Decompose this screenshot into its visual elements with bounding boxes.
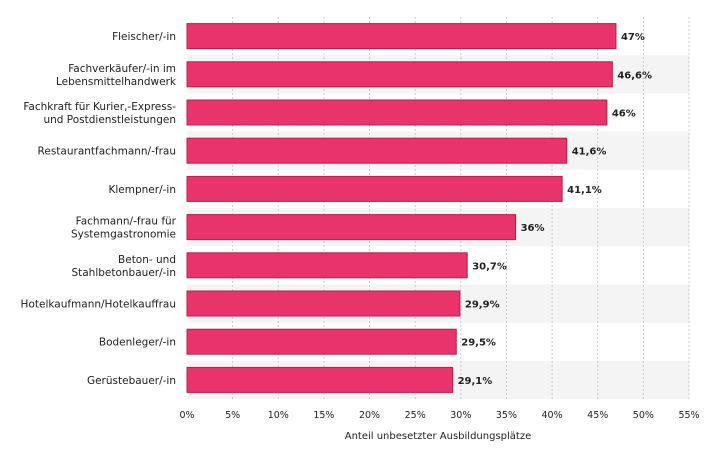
x-tick-label: 55% bbox=[678, 410, 699, 421]
value-label: 29,1% bbox=[458, 376, 493, 387]
value-label: 36% bbox=[521, 223, 545, 234]
category-label: Restaurantfachmann/-frau bbox=[38, 146, 176, 158]
x-tick-label: 5% bbox=[225, 410, 240, 421]
category-label: Gerüstebauer/-in bbox=[87, 375, 176, 387]
bar bbox=[186, 252, 468, 279]
value-label: 29,9% bbox=[465, 300, 500, 311]
category-label: Fachverkäufer/-in im bbox=[68, 63, 176, 75]
value-label: 29,5% bbox=[461, 338, 496, 349]
x-tick-label: 45% bbox=[587, 410, 608, 421]
x-tick-label: 20% bbox=[359, 410, 380, 421]
bar bbox=[186, 290, 461, 317]
value-labels: 47% 46,6% 46% 41,6% 41,1% 36% 30,7% 29,9% 29,5% 2… bbox=[458, 32, 652, 387]
value-label: 41,6% bbox=[572, 147, 607, 158]
category-label: Fachkraft für Kurier,-Express- bbox=[23, 101, 176, 113]
category-label: Fleischer/-in bbox=[112, 31, 176, 43]
bar bbox=[186, 61, 613, 88]
value-label: 47% bbox=[621, 32, 645, 43]
bars bbox=[186, 23, 617, 393]
category-label: Hotelkaufmann/Hotelkauffrau bbox=[21, 299, 176, 311]
x-tick-label: 0% bbox=[179, 410, 194, 421]
bar bbox=[186, 175, 563, 202]
category-label: Systemgastronomie bbox=[71, 229, 176, 241]
x-tick-label: 40% bbox=[542, 410, 563, 421]
x-axis-ticks: 0% 5% 10% 15% 20% 25% 30% 35% 40% 45% 50% 55% bbox=[179, 410, 699, 421]
category-label: Fachmann/-frau für bbox=[76, 216, 177, 228]
bar bbox=[186, 99, 608, 126]
bar bbox=[186, 23, 617, 50]
category-label: Stahlbetonbauer/-in bbox=[71, 267, 176, 279]
bar bbox=[186, 137, 568, 164]
category-label: Bodenleger/-in bbox=[99, 337, 176, 349]
value-label: 46% bbox=[612, 109, 636, 120]
bar bbox=[186, 214, 517, 241]
x-tick-label: 25% bbox=[405, 410, 426, 421]
x-tick-label: 35% bbox=[496, 410, 517, 421]
category-label: Beton- und bbox=[118, 254, 176, 266]
category-labels: Fleischer/-in Fachverkäufer/-in imLebensm… bbox=[21, 31, 177, 387]
value-label: 41,1% bbox=[567, 185, 602, 196]
x-axis-title: Anteil unbesetzter Ausbildungsplätze bbox=[345, 431, 532, 442]
bar bbox=[186, 328, 457, 355]
x-tick-label: 15% bbox=[313, 410, 334, 421]
value-label: 46,6% bbox=[617, 70, 652, 81]
x-tick-label: 10% bbox=[268, 410, 289, 421]
x-tick-label: 30% bbox=[450, 410, 471, 421]
x-tick-label: 50% bbox=[633, 410, 654, 421]
bar bbox=[186, 366, 454, 393]
value-label: 30,7% bbox=[472, 261, 507, 272]
category-label: Lebensmittelhandwerk bbox=[56, 76, 177, 88]
category-label: Klempner/-in bbox=[109, 184, 177, 196]
category-label: und Postdienstleistungen bbox=[43, 114, 176, 126]
